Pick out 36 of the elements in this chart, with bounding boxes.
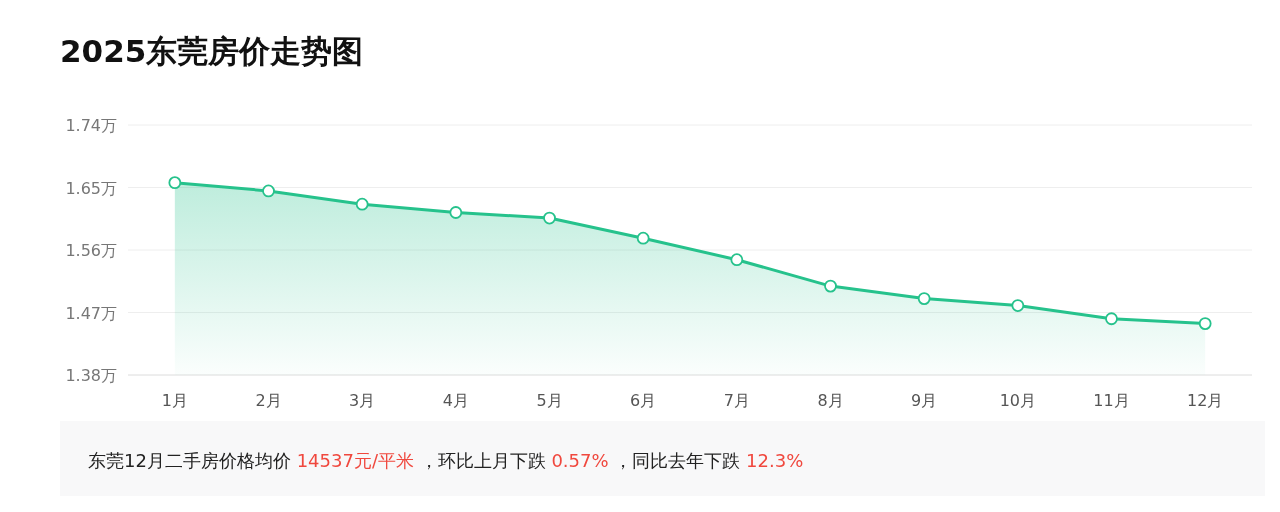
point [730,253,744,267]
point [543,211,556,225]
text: 14537元/平米 [296,450,420,471]
y-tick-label: 1.74万 [65,116,117,135]
point [1198,317,1212,331]
text: 0.57% [551,450,615,471]
x-tick-label: 7月 [723,391,750,410]
x-tick-label: 8月 [817,391,844,410]
y-tick-label: 1.38万 [65,366,117,385]
point [168,176,182,190]
x-tick-label: 2月 [255,391,282,410]
x-tick-label: 3月 [349,391,376,410]
point [1011,299,1025,312]
point [355,197,369,211]
text: 12.3% [746,450,804,471]
text: 东莞12月二手房价格均价 [88,450,297,471]
x-tick-label: 9月 [911,391,938,410]
point [636,231,650,245]
point [917,292,931,306]
point [449,206,463,219]
point [262,184,275,198]
x-tick-label: 1月 [161,391,188,410]
point [824,279,837,293]
x-tick-label: 6月 [630,391,657,410]
x-tick-label: 5月 [536,391,563,410]
x-tick-label: 11月 [1093,391,1130,410]
chart-title: 2025东莞房价走势图 [60,33,364,69]
x-tick-label: 4月 [442,391,469,410]
y-tick-label: 1.65万 [65,178,117,198]
x-tick-label: 12月 [1186,391,1224,410]
y-tick-label: 1.47万 [65,303,117,323]
x-tick-label: 10月 [999,391,1037,410]
text: ，同比去年下跌 [614,450,747,471]
text: ，环比上月下跌 [419,450,552,471]
point [1105,312,1118,326]
y-tick-label: 1.56万 [65,241,117,260]
